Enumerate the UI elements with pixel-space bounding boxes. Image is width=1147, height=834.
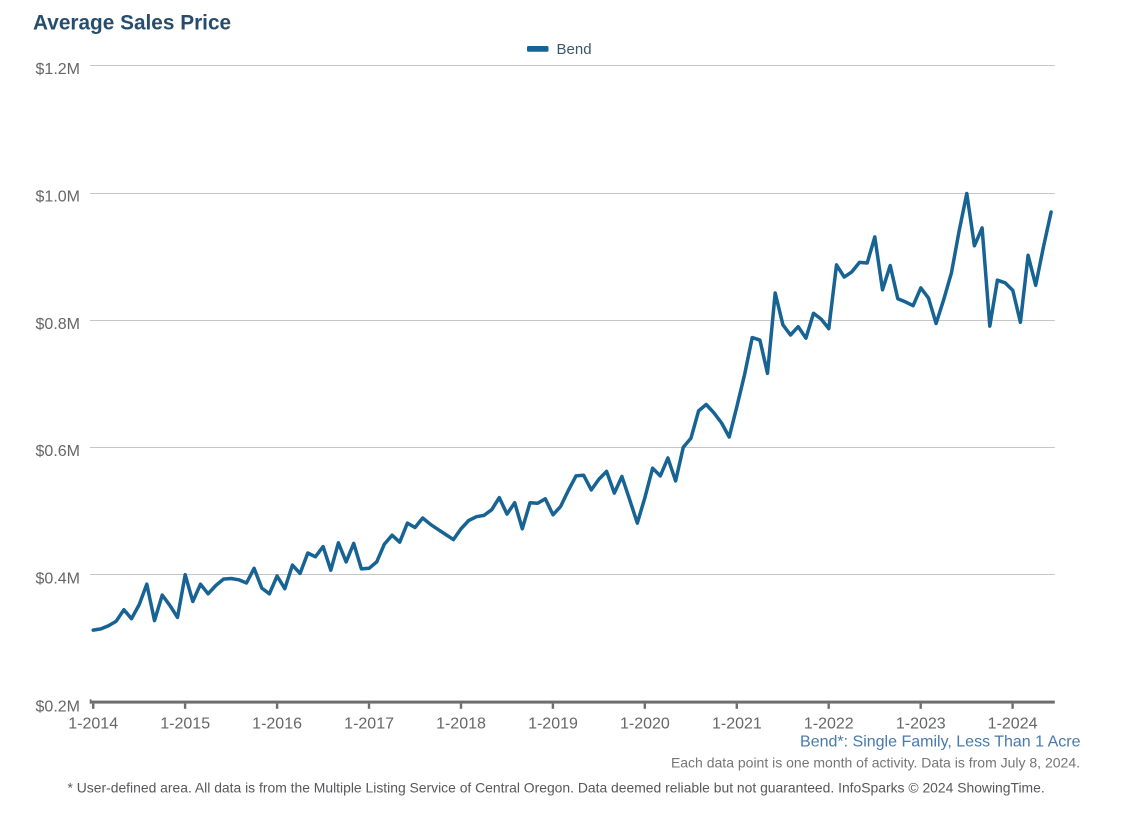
svg-text:Average Sales Price: Average Sales Price bbox=[33, 12, 231, 35]
svg-text:$0.6M: $0.6M bbox=[36, 443, 80, 460]
svg-text:1-2017: 1-2017 bbox=[344, 716, 394, 733]
svg-text:1-2023: 1-2023 bbox=[896, 716, 946, 733]
svg-text:1-2014: 1-2014 bbox=[68, 716, 118, 733]
svg-text:1-2015: 1-2015 bbox=[160, 716, 210, 733]
svg-text:Each data point is one month o: Each data point is one month of activity… bbox=[671, 754, 1080, 770]
svg-text:1-2021: 1-2021 bbox=[712, 716, 762, 733]
svg-text:1-2019: 1-2019 bbox=[528, 716, 578, 733]
svg-text:$1.2M: $1.2M bbox=[36, 61, 80, 78]
svg-text:$0.4M: $0.4M bbox=[36, 570, 80, 587]
svg-text:1-2020: 1-2020 bbox=[620, 716, 670, 733]
svg-text:1-2022: 1-2022 bbox=[804, 716, 854, 733]
svg-text:$0.2M: $0.2M bbox=[36, 698, 80, 715]
svg-text:1-2024: 1-2024 bbox=[988, 716, 1038, 733]
svg-text:Bend: Bend bbox=[557, 41, 592, 58]
svg-text:Bend*: Single Family, Less Tha: Bend*: Single Family, Less Than 1 Acre bbox=[800, 734, 1081, 751]
svg-text:$0.8M: $0.8M bbox=[36, 316, 80, 333]
svg-text:* User-defined area. All data: * User-defined area. All data is from th… bbox=[68, 780, 1045, 796]
svg-text:$1.0M: $1.0M bbox=[36, 189, 80, 206]
svg-text:1-2018: 1-2018 bbox=[436, 716, 486, 733]
svg-text:1-2016: 1-2016 bbox=[252, 716, 302, 733]
